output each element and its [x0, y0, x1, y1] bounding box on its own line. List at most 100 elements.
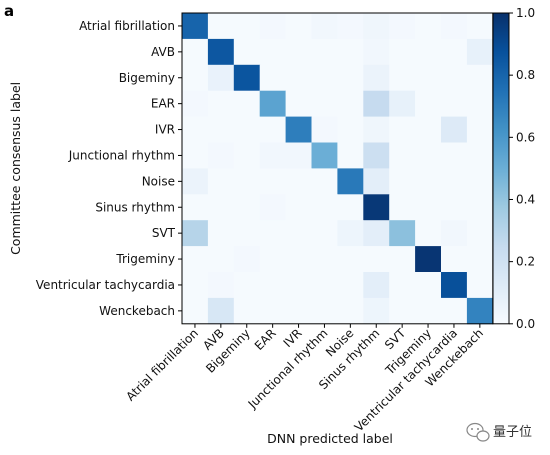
heatmap-cell: [233, 246, 261, 273]
heatmap-cell: [233, 142, 261, 169]
heatmap-cell: [182, 272, 209, 299]
heatmap-cell: [182, 220, 209, 247]
heatmap-cell: [285, 220, 312, 247]
heatmap-cell: [415, 64, 442, 92]
heatmap-cell: [389, 168, 416, 195]
heatmap-cell: [182, 297, 209, 325]
heatmap-cell: [182, 64, 209, 92]
y-tick-label: Ventricular tachycardia: [36, 278, 175, 292]
y-tick-label: Sinus rhythm: [95, 200, 175, 214]
heatmap-cell: [285, 168, 312, 195]
heatmap-cell: [182, 246, 209, 273]
heatmap-cell: [441, 194, 468, 221]
x-axis-label: DNN predicted label: [267, 431, 393, 446]
heatmap-cell: [363, 246, 390, 273]
heatmap-cell: [466, 64, 494, 92]
heatmap-cell: [389, 272, 416, 299]
heatmap-cell: [466, 142, 494, 169]
heatmap-cell: [389, 13, 416, 40]
heatmap-cell: [441, 297, 468, 325]
heatmap-cell: [311, 38, 338, 66]
colorbar-tick-label: 0.8: [516, 68, 535, 82]
heatmap-cell: [389, 297, 416, 325]
y-tick-label: Atrial fibrillation: [79, 19, 175, 33]
heatmap-cell: [337, 194, 364, 221]
heatmap-cell: [285, 116, 312, 143]
colorbar-tick-label: 0.0: [516, 317, 535, 331]
heatmap-cell: [182, 142, 209, 169]
heatmap-cell: [207, 246, 235, 273]
heatmap-cell: [259, 142, 286, 169]
heatmap-cell: [415, 297, 442, 325]
heatmap-cell: [389, 90, 416, 117]
wechat-icon: [466, 422, 490, 442]
heatmap-cell: [259, 297, 286, 325]
x-tick-label: Atrial fibrillation: [123, 326, 201, 404]
heatmap-cell: [363, 90, 390, 117]
heatmap-cell: [415, 194, 442, 221]
y-tick-label: Bigeminy: [119, 71, 175, 85]
heatmap-cell: [441, 38, 468, 66]
watermark: 量子位: [466, 422, 532, 442]
heatmap-cell: [207, 272, 235, 299]
heatmap-cell: [337, 38, 364, 66]
heatmap-cell: [466, 168, 494, 195]
heatmap-cell: [363, 64, 390, 92]
heatmap-cell: [207, 64, 235, 92]
heatmap-cell: [285, 13, 312, 40]
heatmap-cell: [207, 90, 235, 117]
y-tick-label: EAR: [151, 97, 175, 111]
heatmap-cell: [363, 142, 390, 169]
heatmap-cell: [337, 168, 364, 195]
heatmap-cell: [311, 297, 338, 325]
heatmap-cell: [363, 297, 390, 325]
heatmap-cell: [259, 64, 286, 92]
heatmap-cell: [233, 13, 261, 40]
heatmap-cell: [363, 116, 390, 143]
heatmap-cell: [389, 220, 416, 247]
heatmap-cell: [182, 168, 209, 195]
heatmap-cell: [207, 116, 235, 143]
heatmap-cell: [441, 90, 468, 117]
x-tick-label: EAR: [252, 326, 279, 353]
heatmap-cell: [441, 246, 468, 273]
heatmap-cell: [207, 13, 235, 40]
y-axis-ticks: Atrial fibrillation AVB Bigeminy EAR IVR Junc…: [36, 19, 182, 318]
heatmap-cell: [285, 246, 312, 273]
heatmap-cell: [337, 272, 364, 299]
heatmap-cell: [182, 38, 209, 66]
heatmap-cell: [233, 168, 261, 195]
heatmap-cell: [285, 194, 312, 221]
heatmap-cell: [259, 220, 286, 247]
heatmap-cell: [415, 90, 442, 117]
y-tick-label: Junctional rhythm: [68, 148, 175, 162]
heatmap-cell: [207, 194, 235, 221]
heatmap-cell: [207, 38, 235, 66]
heatmap-cell: [337, 13, 364, 40]
colorbar-tick-label: 1.0: [516, 6, 535, 20]
heatmap-cell: [233, 297, 261, 325]
heatmap-cell: [285, 64, 312, 92]
heatmap-cell: [389, 142, 416, 169]
heatmap-cell: [259, 168, 286, 195]
heatmap-cell: [415, 116, 442, 143]
heatmap-cell: [441, 13, 468, 40]
heatmap-cell: [337, 64, 364, 92]
heatmap-cell: [233, 116, 261, 143]
heatmap-cell: [363, 13, 390, 40]
heatmap-cell: [441, 142, 468, 169]
heatmap-cell: [415, 142, 442, 169]
heatmap-cell: [207, 168, 235, 195]
heatmap-cell: [466, 297, 494, 325]
panel-label: a: [4, 2, 14, 20]
y-tick-label: SVT: [152, 226, 176, 240]
heatmap-cell: [259, 272, 286, 299]
heatmap-cell: [363, 168, 390, 195]
y-axis-label: Committee consensus label: [8, 82, 23, 255]
heatmap-cell: [182, 90, 209, 117]
y-tick-label: Noise: [142, 174, 175, 188]
heatmap-cell: [233, 220, 261, 247]
heatmap-cell: [389, 64, 416, 92]
heatmap-cell: [311, 272, 338, 299]
